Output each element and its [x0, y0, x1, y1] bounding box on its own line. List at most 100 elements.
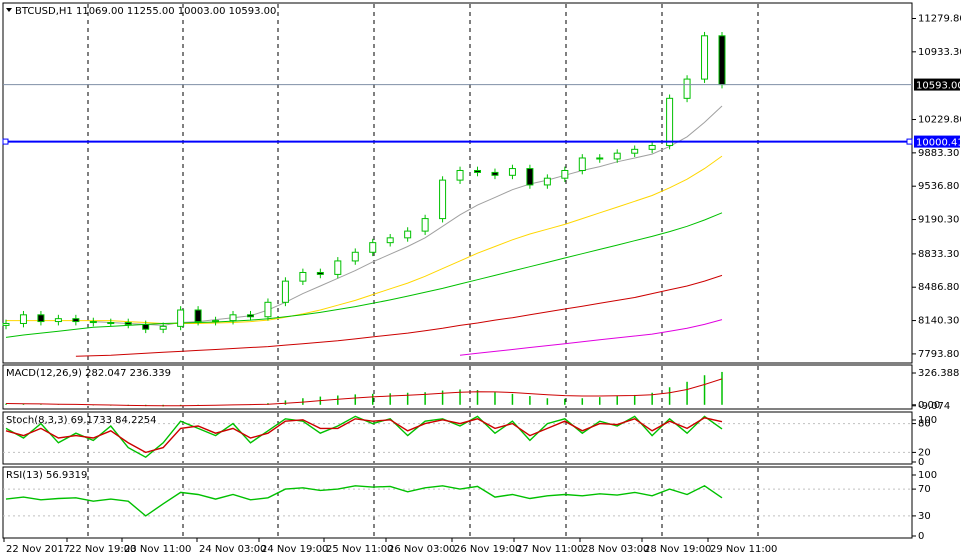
- candle-body: [561, 169, 569, 179]
- candle-body: [491, 171, 499, 176]
- stoch-line-signal: [5, 417, 723, 454]
- candle-body: [701, 35, 709, 80]
- x-tick-label: 22 Nov 2017: [6, 544, 70, 555]
- candle-body: [299, 271, 307, 282]
- candle-body: [124, 322, 132, 325]
- y-tick-label: 8833.30: [918, 249, 959, 260]
- candle-body: [264, 301, 272, 318]
- hline-label: 10000.41: [916, 138, 961, 149]
- candle-body: [596, 157, 604, 160]
- y-axis-labels: 11279.80 10933.30 10229.80 9883.30 9536.80 91…: [912, 13, 961, 542]
- y-tick-label: 10933.30: [918, 47, 961, 58]
- y-tick-label: 80: [918, 419, 931, 430]
- rsi-line-rsi: [5, 484, 723, 517]
- ma-line-sma_magenta: [459, 319, 723, 356]
- y-tick-label: 10229.80: [918, 115, 961, 126]
- y-tick-label: 0: [918, 457, 924, 468]
- y-tick-label: 0: [918, 531, 924, 542]
- dropdown-triangle-icon: [6, 8, 12, 12]
- x-tick-label: 26 Nov 03:00: [388, 544, 455, 555]
- x-tick-label: 25 Nov 11:00: [326, 544, 393, 555]
- candle-body: [386, 237, 394, 244]
- candle-body: [72, 318, 80, 323]
- stoch-panel: [3, 415, 912, 459]
- macd-panel: [5, 371, 723, 407]
- candle-body: [508, 168, 516, 176]
- x-tick-label: 22 Nov 19:00: [69, 544, 136, 555]
- y-tick-label: 11279.80: [918, 13, 961, 24]
- candle-body: [316, 271, 324, 275]
- y-tick-label: 9536.80: [918, 181, 959, 192]
- candle-body: [142, 323, 150, 330]
- candle-body: [281, 280, 289, 303]
- panel-title: MACD(12,26,9) 282.047 236.339: [6, 368, 171, 379]
- x-tick-label: 28 Nov 19:00: [644, 544, 711, 555]
- rsi-panel: [3, 484, 912, 517]
- candle-body: [334, 260, 342, 275]
- y-tick-label: 8486.80: [918, 282, 959, 293]
- panel-frame-main: [2, 2, 913, 364]
- main-panel: BTCUSD,H1 11069.00 11255.00 10003.00 105…: [2, 6, 913, 357]
- candle-body: [19, 314, 27, 324]
- candle-body: [159, 325, 167, 330]
- price-label: 10593.00: [916, 81, 961, 92]
- y-tick-label: 30: [918, 511, 931, 522]
- y-tick-label: 100: [918, 470, 937, 481]
- candle-body: [177, 309, 185, 327]
- ma-line-sma_gray: [93, 105, 723, 326]
- indicator-panels: BTCUSD,H1 11069.00 11255.00 10003.00 105…: [2, 6, 913, 517]
- panel-frames: [2, 2, 913, 539]
- hline-handle-left: [2, 138, 9, 145]
- candle-body: [369, 242, 377, 253]
- candle-body: [578, 157, 586, 171]
- x-tick-label: 29 Nov 11:00: [710, 544, 777, 555]
- candle-body: [526, 168, 534, 186]
- candle-body: [37, 314, 45, 323]
- y-tick-label: -9.074: [918, 401, 950, 412]
- panel-title: Stoch(8,3,3) 69.1733 84.2254: [6, 415, 157, 426]
- y-tick-label: 100: [918, 415, 937, 426]
- hline-label-badge: [914, 135, 960, 148]
- candle-body: [54, 318, 62, 323]
- candle-body: [351, 251, 359, 262]
- y-tick-label: 7793.80: [918, 349, 959, 360]
- ma-line-sma_green: [5, 212, 723, 338]
- ma-line-sma_red: [75, 274, 723, 357]
- panel-title: RSI(13) 56.9319: [6, 470, 87, 481]
- panel-frame-macd: [2, 364, 913, 410]
- candle-body: [89, 321, 97, 324]
- x-tick-label: 26 Nov 19:00: [454, 544, 521, 555]
- candle-body: [246, 314, 254, 318]
- y-tick-label: 70: [918, 484, 931, 495]
- candle-body: [404, 230, 412, 239]
- candle-body: [648, 144, 656, 150]
- vertical-grid: [87, 4, 759, 537]
- price-label-badge: [914, 78, 960, 91]
- candle-body: [212, 320, 220, 323]
- candle-body: [439, 179, 447, 220]
- panel-frame-stoch: [2, 411, 913, 465]
- y-tick-label: 8140.30: [918, 316, 959, 327]
- candle-body: [229, 314, 237, 322]
- candle-body: [543, 177, 551, 186]
- x-tick-label: 24 Nov 03:00: [199, 544, 266, 555]
- x-tick-label: 28 Nov 03:00: [582, 544, 649, 555]
- y-tick-label: 326.388: [918, 368, 959, 379]
- ma-line-sma_yellow: [6, 155, 723, 324]
- candle-body: [474, 169, 482, 173]
- y-tick-label: 20: [918, 447, 931, 458]
- hline-handle-right: [906, 138, 913, 145]
- macd-signal-line: [5, 378, 723, 407]
- candle-body: [666, 97, 674, 146]
- candle-body: [613, 152, 621, 160]
- x-tick-label: 24 Nov 19:00: [261, 544, 328, 555]
- candle-body: [421, 218, 429, 232]
- candle-body: [683, 78, 691, 99]
- y-tick-label: 9190.30: [918, 215, 959, 226]
- candle-body: [107, 322, 115, 325]
- y-tick-label: 0.00: [918, 400, 940, 411]
- candle-body: [718, 35, 726, 86]
- x-tick-label: 27 Nov 11:00: [516, 544, 583, 555]
- candle-body: [456, 169, 464, 181]
